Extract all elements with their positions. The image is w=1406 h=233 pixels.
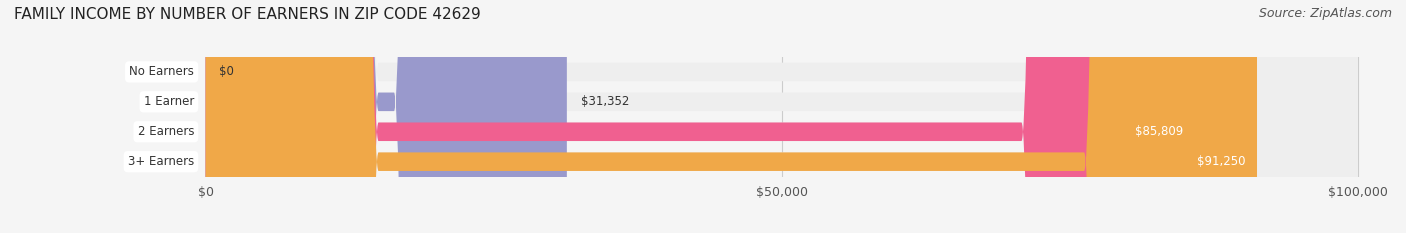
Text: 1 Earner: 1 Earner	[143, 95, 194, 108]
FancyBboxPatch shape	[205, 0, 1194, 233]
FancyBboxPatch shape	[205, 0, 1358, 233]
FancyBboxPatch shape	[205, 0, 567, 233]
FancyBboxPatch shape	[205, 0, 1358, 233]
Text: $91,250: $91,250	[1197, 155, 1246, 168]
FancyBboxPatch shape	[205, 0, 1358, 233]
Text: FAMILY INCOME BY NUMBER OF EARNERS IN ZIP CODE 42629: FAMILY INCOME BY NUMBER OF EARNERS IN ZI…	[14, 7, 481, 22]
Text: No Earners: No Earners	[129, 65, 194, 78]
Text: $85,809: $85,809	[1135, 125, 1182, 138]
Text: 2 Earners: 2 Earners	[138, 125, 194, 138]
Text: $0: $0	[219, 65, 235, 78]
Text: 3+ Earners: 3+ Earners	[128, 155, 194, 168]
Text: $31,352: $31,352	[581, 95, 628, 108]
FancyBboxPatch shape	[205, 0, 1358, 233]
Text: Source: ZipAtlas.com: Source: ZipAtlas.com	[1258, 7, 1392, 20]
FancyBboxPatch shape	[205, 0, 1257, 233]
